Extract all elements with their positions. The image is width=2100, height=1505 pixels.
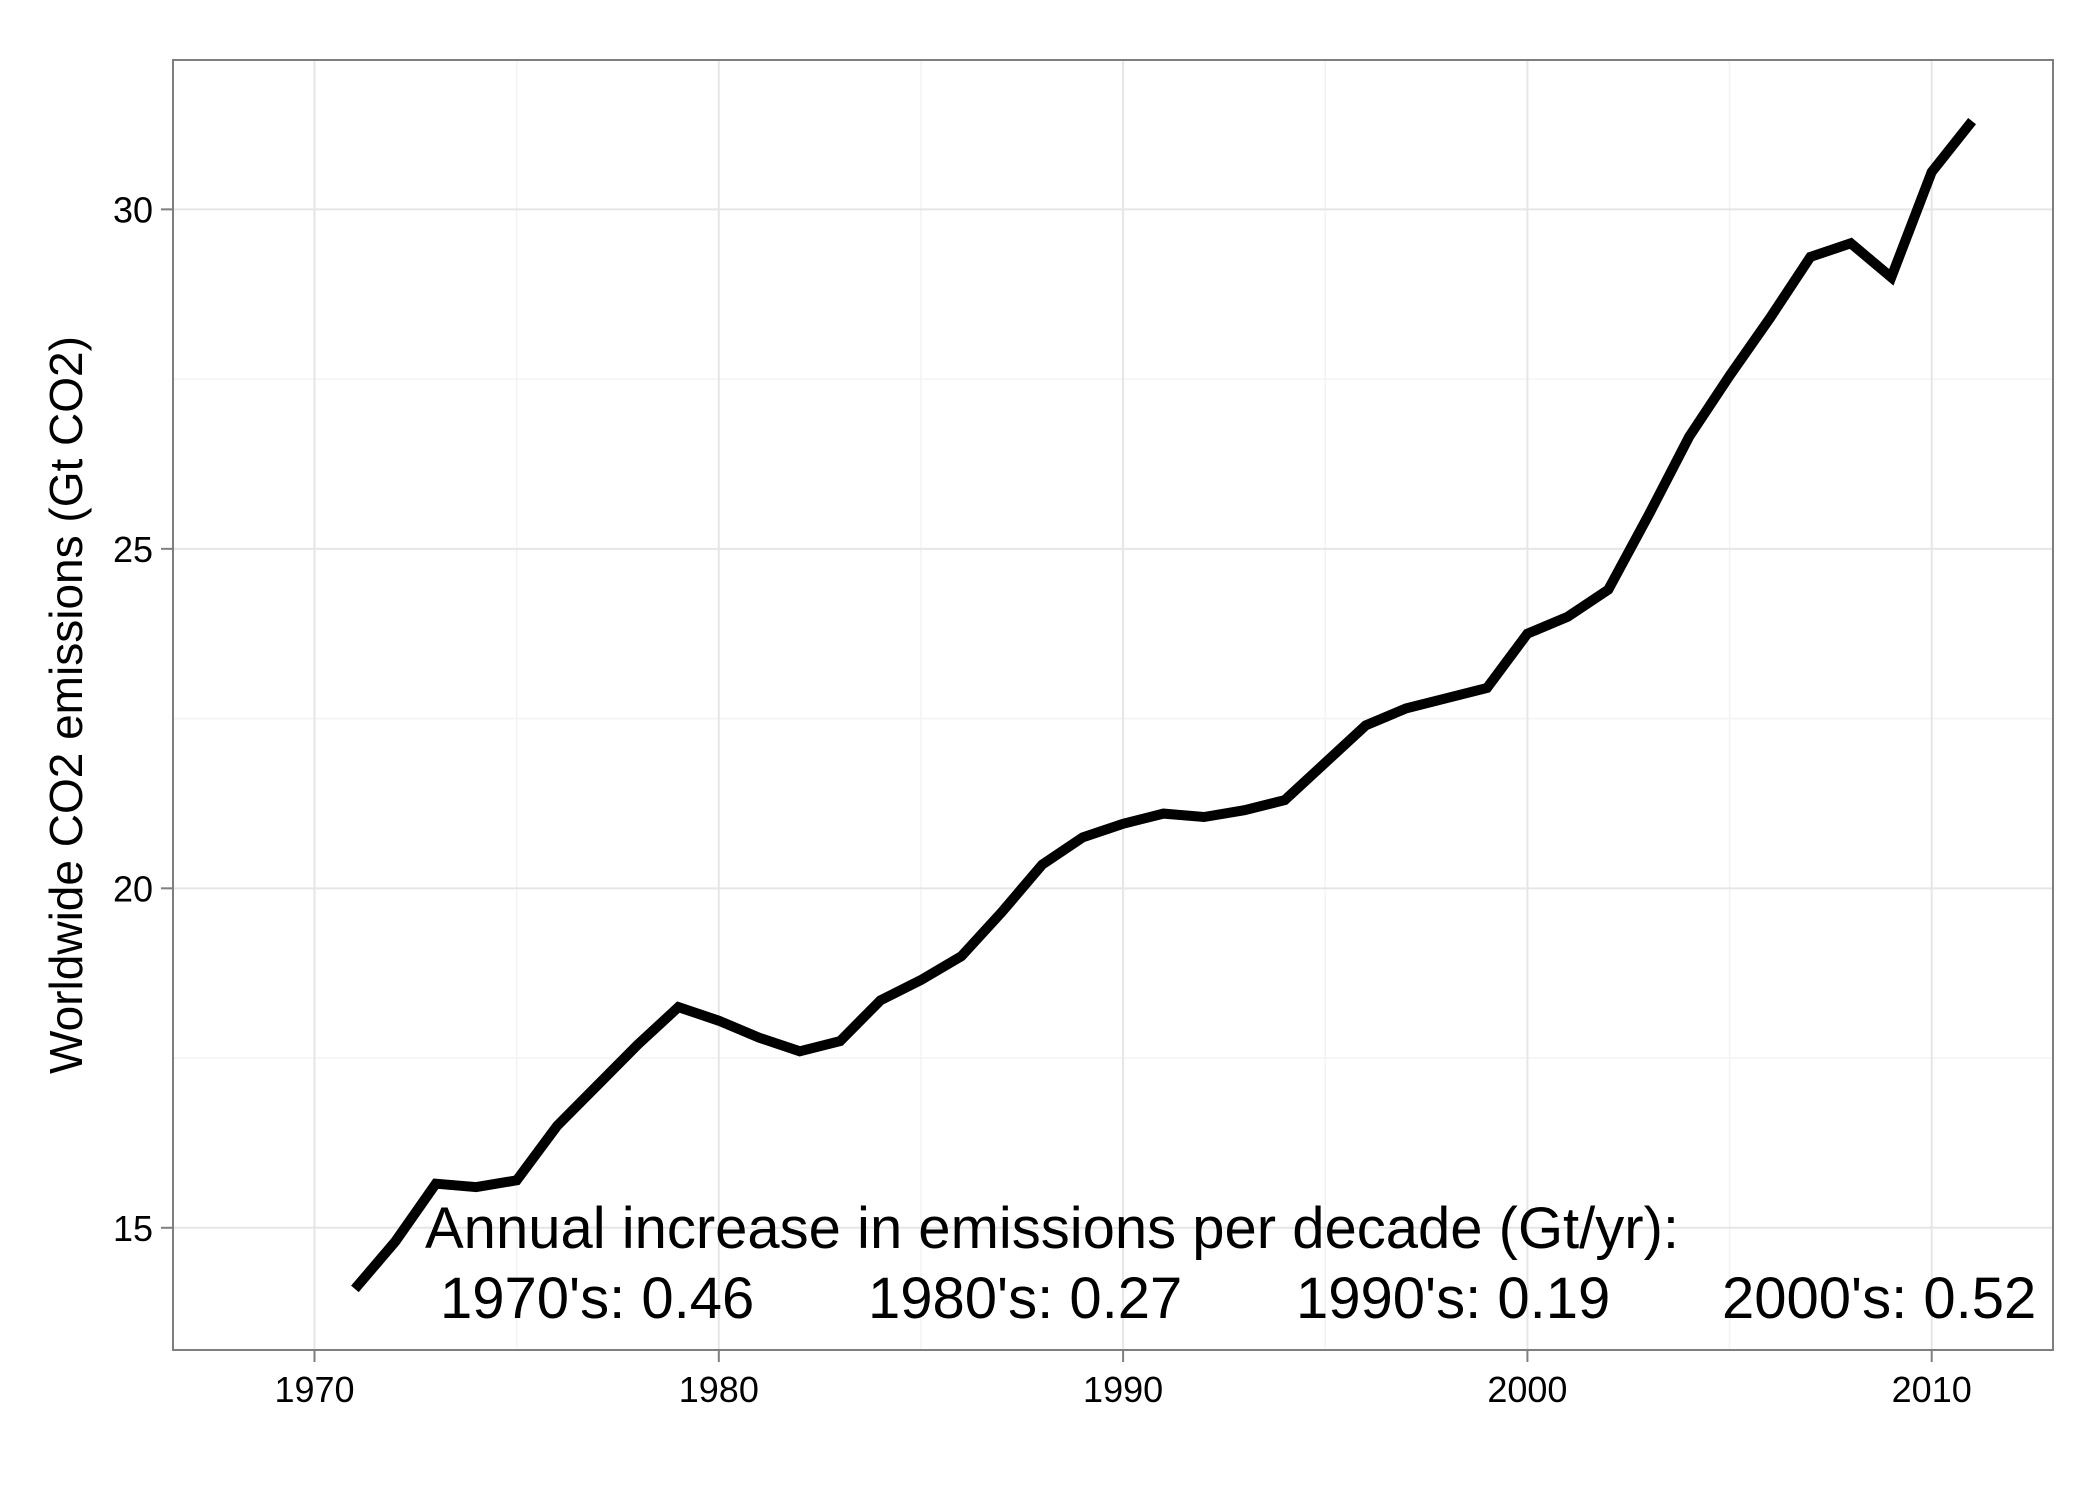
annotation-layer: Annual increase in emissions per decade …	[425, 1196, 2036, 1331]
x-tick-label: 2000	[1487, 1369, 1567, 1410]
y-axis-label: Worldwide CO2 emissions (Gt CO2)	[40, 336, 92, 1074]
y-tick-label: 30	[113, 189, 153, 230]
annotation-decade-1970s: 1970's: 0.46	[440, 1266, 754, 1331]
x-tick-label: 1970	[274, 1369, 354, 1410]
annotation-decade-2000s: 2000's: 0.52	[1722, 1266, 2036, 1331]
annotation-decade-1980s: 1980's: 0.27	[868, 1266, 1182, 1331]
x-tick-label: 1990	[1083, 1369, 1163, 1410]
series-layer	[351, 117, 1977, 1293]
series-line	[351, 117, 1977, 1293]
plot-border	[172, 59, 2054, 1351]
annotation-decade-1990s: 1990's: 0.19	[1296, 1266, 1610, 1331]
axis-layer: 1970 1980 1990 2000 2010 15 20 25 30	[113, 189, 1972, 1410]
y-tick-label: 25	[113, 529, 153, 570]
y-tick-label: 20	[113, 868, 153, 909]
annotation-title: Annual increase in emissions per decade …	[425, 1196, 1679, 1261]
plot-panel	[173, 60, 2053, 1350]
grid-lines	[173, 60, 2053, 1350]
x-tick-label: 1980	[679, 1369, 759, 1410]
x-tick-label: 2010	[1892, 1369, 1972, 1410]
y-tick-label: 15	[113, 1208, 153, 1249]
